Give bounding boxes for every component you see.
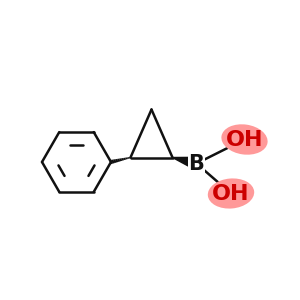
Ellipse shape: [208, 178, 254, 208]
Text: OH: OH: [212, 184, 250, 203]
Polygon shape: [172, 158, 192, 167]
Text: OH: OH: [226, 130, 263, 149]
Text: B: B: [189, 154, 204, 173]
Ellipse shape: [221, 124, 268, 155]
